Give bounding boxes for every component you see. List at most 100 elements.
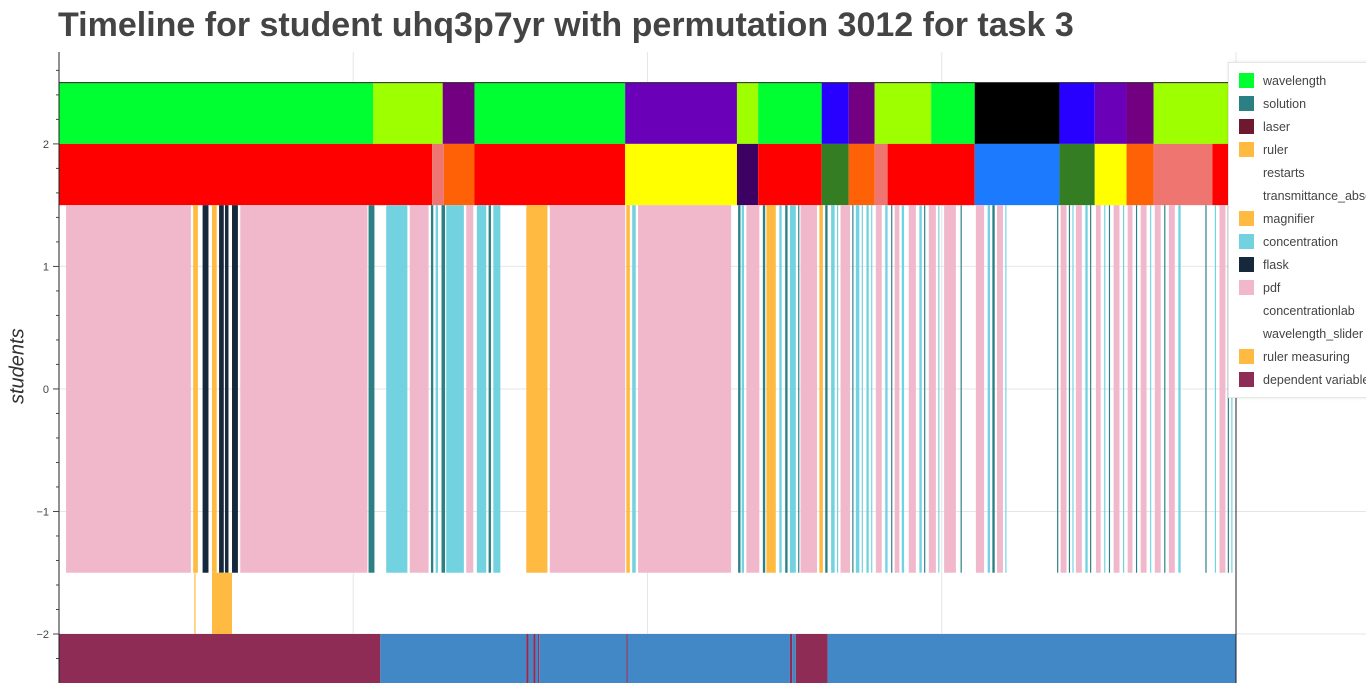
legend-label: wavelength_slider <box>1263 326 1364 341</box>
timeline-segment <box>800 205 817 573</box>
timeline-segment <box>819 205 823 573</box>
legend-item[interactable]: pdf <box>1239 276 1366 299</box>
timeline-segment <box>626 205 630 573</box>
timeline-segment <box>736 143 759 206</box>
legend-label: transmittance_absorbance <box>1263 188 1366 203</box>
timeline-segment <box>526 205 548 573</box>
timeline-segment <box>1219 205 1226 573</box>
timeline-segment <box>1214 205 1216 573</box>
timeline-segment <box>202 205 209 573</box>
legend-swatch <box>1239 234 1254 249</box>
legend-swatch <box>1239 188 1254 203</box>
timeline-segment <box>894 205 900 573</box>
timeline-segment <box>219 205 224 573</box>
legend-swatch <box>1239 372 1254 387</box>
timeline-segment <box>885 205 888 573</box>
timeline-segment <box>821 143 849 206</box>
timeline-segment <box>746 205 760 573</box>
timeline-segment <box>430 205 434 573</box>
timeline-segment <box>908 205 916 573</box>
timeline-segment <box>538 633 540 683</box>
timeline-segment <box>59 633 381 683</box>
timeline-segment <box>866 205 869 573</box>
legend-label: restarts <box>1263 165 1305 180</box>
timeline-segment <box>528 633 534 683</box>
timeline-segment <box>1113 205 1120 573</box>
timeline-segment <box>533 633 536 683</box>
timeline-segment <box>827 633 1236 683</box>
timeline-segment <box>798 205 800 573</box>
legend: wavelength solution laser ruler restarts tran… <box>1228 62 1366 398</box>
timeline-segment <box>855 205 860 573</box>
y-tick-label: 2 <box>43 139 49 151</box>
timeline-segment <box>1108 205 1111 573</box>
legend-item[interactable]: solution <box>1239 92 1366 115</box>
timeline-segment <box>1123 205 1125 573</box>
timeline-segment <box>874 82 932 144</box>
timeline-segment <box>59 143 433 206</box>
legend-item[interactable]: wavelength <box>1239 69 1366 92</box>
legend-label: flask <box>1263 257 1289 272</box>
timeline-segment <box>625 143 737 206</box>
timeline-segment <box>758 82 822 144</box>
timeline-segment <box>466 205 474 573</box>
timeline-segment <box>1094 143 1127 206</box>
legend-item[interactable]: concentrationlab <box>1239 299 1366 322</box>
legend-item[interactable]: laser <box>1239 115 1366 138</box>
legend-item[interactable]: ruler <box>1239 138 1366 161</box>
timeline-segment <box>1104 205 1106 573</box>
legend-item[interactable]: wavelength_slider <box>1239 322 1366 345</box>
legend-swatch <box>1239 165 1254 180</box>
timeline-segment <box>789 633 793 683</box>
timeline-segment <box>442 82 475 144</box>
timeline-segment <box>432 143 444 206</box>
timeline-segment <box>638 205 732 573</box>
timeline-segment <box>212 572 233 634</box>
timeline-segment <box>891 205 893 573</box>
legend-item[interactable]: dependent variable <box>1239 368 1366 391</box>
timeline-row-below-activities <box>194 572 233 634</box>
timeline-segment <box>924 205 926 573</box>
legend-item[interactable]: flask <box>1239 253 1366 276</box>
timeline-segment <box>632 205 636 573</box>
timeline-row-middle <box>59 143 1236 206</box>
timeline-segment <box>997 205 1003 573</box>
legend-swatch <box>1239 257 1254 272</box>
timeline-segment <box>762 205 766 573</box>
timeline-segment <box>789 205 796 573</box>
legend-label: wavelength <box>1263 73 1327 88</box>
legend-label: solution <box>1263 96 1307 111</box>
timeline-segment <box>992 205 995 573</box>
timeline-segment <box>1095 205 1101 573</box>
legend-label: concentrationlab <box>1263 303 1355 318</box>
y-tick-label: −1 <box>36 506 49 518</box>
timeline-segment <box>779 205 782 573</box>
legend-item[interactable]: concentration <box>1239 230 1366 253</box>
legend-item[interactable]: ruler measuring <box>1239 345 1366 368</box>
legend-item[interactable]: transmittance_absorbance <box>1239 184 1366 207</box>
timeline-segment <box>1178 205 1181 573</box>
legend-label: pdf <box>1263 280 1281 295</box>
legend-item[interactable]: magnifier <box>1239 207 1366 230</box>
legend-label: laser <box>1263 119 1291 134</box>
legend-swatch <box>1239 96 1254 111</box>
timeline-segment <box>476 205 487 573</box>
timeline-row-top <box>59 82 1236 144</box>
timeline-segment <box>66 205 191 573</box>
legend-swatch <box>1239 211 1254 226</box>
legend-swatch <box>1239 73 1254 88</box>
legend-swatch <box>1239 303 1254 318</box>
timeline-segment <box>1085 205 1088 573</box>
timeline-segment <box>874 143 888 206</box>
timeline-row-bottom <box>59 633 1236 683</box>
y-tick-label: −2 <box>36 629 49 641</box>
legend-item[interactable]: restarts <box>1239 161 1366 184</box>
timeline-segment <box>435 205 438 573</box>
legend-swatch <box>1239 119 1254 134</box>
timeline-segment <box>539 633 627 683</box>
timeline-segment <box>974 143 1060 206</box>
timeline-row-activities <box>66 205 1233 573</box>
timeline-segment <box>1164 205 1166 573</box>
y-tick-label: 0 <box>43 384 49 396</box>
